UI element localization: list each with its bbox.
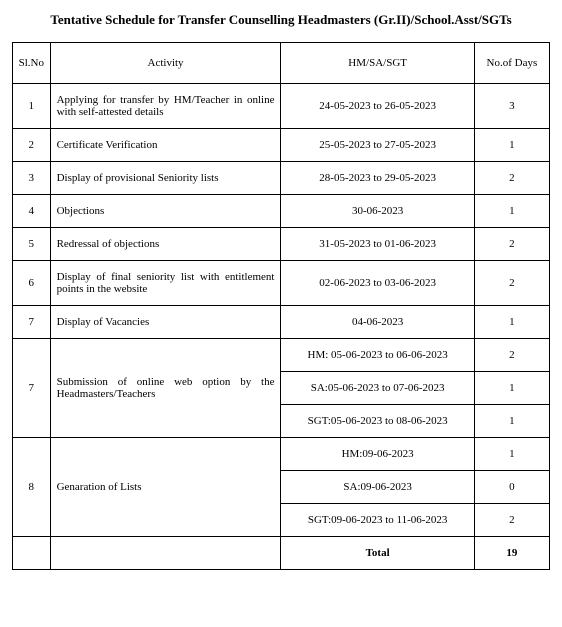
cell-days: 2 (474, 228, 549, 261)
cell-slno: 8 (13, 438, 51, 537)
cell-dates: SGT:09-06-2023 to 11-06-2023 (281, 504, 474, 537)
cell-slno: 7 (13, 306, 51, 339)
cell-dates: HM: 05-06-2023 to 06-06-2023 (281, 339, 474, 372)
cell-dates: 25-05-2023 to 27-05-2023 (281, 129, 474, 162)
header-activity: Activity (50, 43, 281, 84)
cell-activity: Redressal of objections (50, 228, 281, 261)
cell-days: 1 (474, 372, 549, 405)
table-row: 1Applying for transfer by HM/Teacher in … (13, 84, 550, 129)
page-title: Tentative Schedule for Transfer Counsell… (12, 12, 550, 28)
cell-activity: Certificate Verification (50, 129, 281, 162)
cell-dates: SGT:05-06-2023 to 08-06-2023 (281, 405, 474, 438)
cell-slno: 7 (13, 339, 51, 438)
cell-days: 1 (474, 195, 549, 228)
cell-days: 3 (474, 84, 549, 129)
table-row: 8 Genaration of Lists HM:09-06-2023 1 (13, 438, 550, 471)
cell-days: 1 (474, 405, 549, 438)
cell-dates: 30-06-2023 (281, 195, 474, 228)
cell-activity: Applying for transfer by HM/Teacher in o… (50, 84, 281, 129)
cell-slno: 2 (13, 129, 51, 162)
table-row: 5Redressal of objections31-05-2023 to 01… (13, 228, 550, 261)
cell-activity: Objections (50, 195, 281, 228)
table-row: 7Display of Vacancies04-06-20231 (13, 306, 550, 339)
cell-slno: 1 (13, 84, 51, 129)
cell-days: 1 (474, 129, 549, 162)
table-header-row: Sl.No Activity HM/SA/SGT No.of Days (13, 43, 550, 84)
header-days: No.of Days (474, 43, 549, 84)
cell-days: 1 (474, 438, 549, 471)
cell-slno: 6 (13, 261, 51, 306)
cell-activity: Submission of online web option by the H… (50, 339, 281, 438)
cell-days: 0 (474, 471, 549, 504)
cell-days: 1 (474, 306, 549, 339)
cell-activity: Display of final seniority list with ent… (50, 261, 281, 306)
table-row: 2Certificate Verification25-05-2023 to 2… (13, 129, 550, 162)
header-slno: Sl.No (13, 43, 51, 84)
cell-dates: SA:09-06-2023 (281, 471, 474, 504)
cell-slno: 5 (13, 228, 51, 261)
header-dates: HM/SA/SGT (281, 43, 474, 84)
cell-days: 2 (474, 504, 549, 537)
cell-total-label: Total (281, 537, 474, 570)
cell-dates: 02-06-2023 to 03-06-2023 (281, 261, 474, 306)
cell-slno: 4 (13, 195, 51, 228)
cell-empty (13, 537, 51, 570)
cell-activity: Display of provisional Seniority lists (50, 162, 281, 195)
table-total-row: Total 19 (13, 537, 550, 570)
table-row: 3Display of provisional Seniority lists2… (13, 162, 550, 195)
cell-dates: 04-06-2023 (281, 306, 474, 339)
table-row: 4Objections30-06-20231 (13, 195, 550, 228)
cell-activity: Genaration of Lists (50, 438, 281, 537)
cell-days: 2 (474, 261, 549, 306)
cell-days: 2 (474, 339, 549, 372)
cell-dates: SA:05-06-2023 to 07-06-2023 (281, 372, 474, 405)
table-row: 7 Submission of online web option by the… (13, 339, 550, 372)
cell-activity: Display of Vacancies (50, 306, 281, 339)
cell-empty (50, 537, 281, 570)
cell-dates: 24-05-2023 to 26-05-2023 (281, 84, 474, 129)
cell-dates: 28-05-2023 to 29-05-2023 (281, 162, 474, 195)
cell-total-value: 19 (474, 537, 549, 570)
cell-slno: 3 (13, 162, 51, 195)
table-row: 6Display of final seniority list with en… (13, 261, 550, 306)
cell-days: 2 (474, 162, 549, 195)
cell-dates: HM:09-06-2023 (281, 438, 474, 471)
schedule-table: Sl.No Activity HM/SA/SGT No.of Days 1App… (12, 42, 550, 570)
cell-dates: 31-05-2023 to 01-06-2023 (281, 228, 474, 261)
